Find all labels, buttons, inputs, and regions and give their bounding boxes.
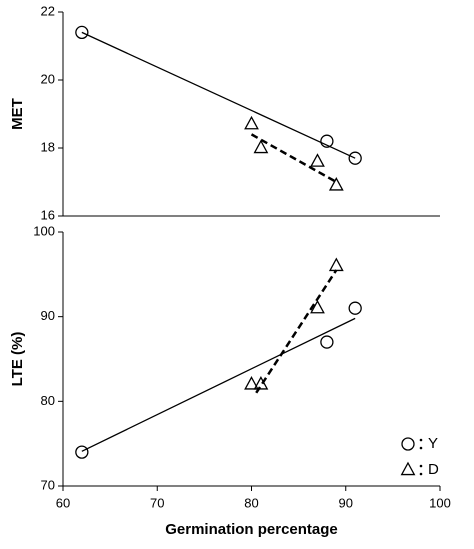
y-tick-label: 20 <box>41 71 55 86</box>
y-tick-label: 18 <box>41 139 55 154</box>
y-tick-label: 22 <box>41 3 55 18</box>
point <box>320 134 334 148</box>
point <box>348 151 362 165</box>
point <box>348 301 362 315</box>
y-tick-label: 90 <box>41 308 55 323</box>
point <box>328 177 344 191</box>
trend-line <box>81 317 356 452</box>
y-tick-label: 80 <box>41 393 55 408</box>
point <box>320 335 334 349</box>
point <box>310 153 325 167</box>
y-tick-label: 16 <box>41 207 55 222</box>
legend-colon <box>419 472 423 476</box>
point <box>75 25 89 40</box>
legend-colon <box>419 446 423 450</box>
y-axis-label: MET <box>9 98 26 130</box>
y-tick-label: 70 <box>41 477 55 492</box>
point <box>253 376 269 390</box>
point <box>75 445 89 459</box>
y-axis-label: LTE (%) <box>9 332 26 387</box>
trend-line <box>250 133 337 184</box>
legend-marker <box>401 437 415 451</box>
legend-colon <box>419 464 423 468</box>
x-tick-label: 70 <box>150 495 164 510</box>
legend-label: D <box>428 461 439 478</box>
point <box>244 376 259 390</box>
x-tick-label: 60 <box>56 495 70 510</box>
point <box>310 299 325 314</box>
legend-colon <box>419 438 423 442</box>
x-tick-label: 80 <box>244 495 258 510</box>
legend-marker <box>400 461 416 476</box>
trend-line <box>81 31 356 159</box>
y-tick-label: 100 <box>33 223 55 238</box>
point <box>328 257 344 272</box>
point <box>253 139 269 154</box>
x-tick-label: 90 <box>339 495 353 510</box>
legend-label: Y <box>428 435 438 452</box>
trend-line <box>255 269 338 394</box>
x-axis-label: Germination percentage <box>165 521 338 538</box>
point <box>244 115 259 130</box>
x-tick-label: 100 <box>429 495 451 510</box>
